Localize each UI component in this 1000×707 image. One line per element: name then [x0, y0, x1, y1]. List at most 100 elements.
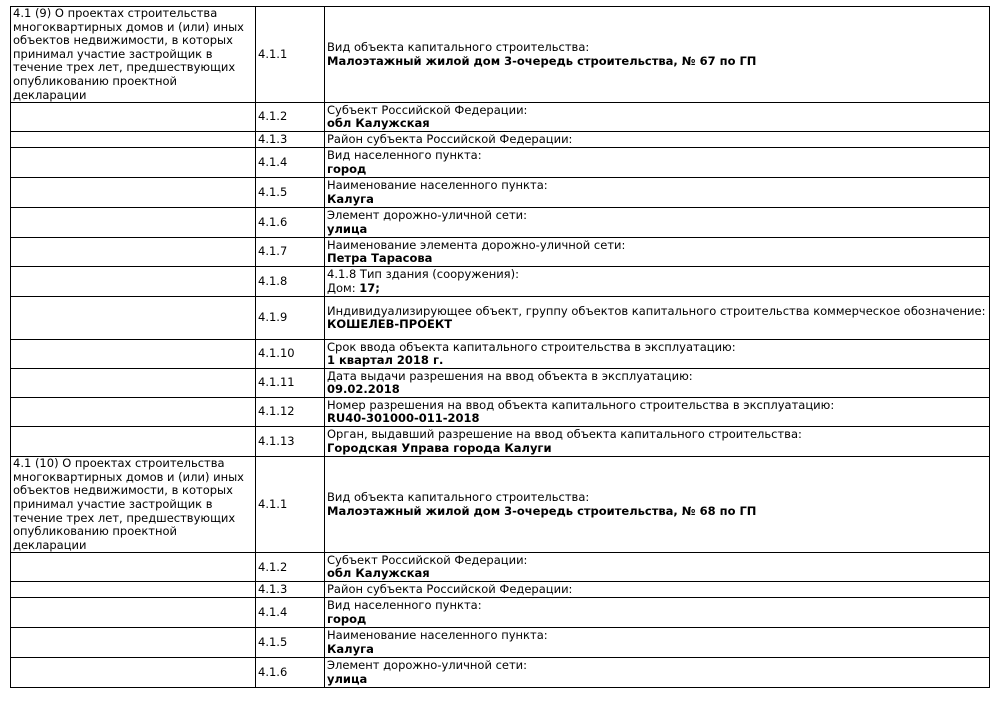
item-content: Наименование населенного пункта: Калуга — [324, 177, 990, 209]
item-content: Срок ввода объекта капитального строител… — [324, 339, 990, 370]
item-content: Субъект Российской Федерации: обл Калужск… — [324, 552, 990, 583]
table-row: 4.1 (10) О проектах строительства многок… — [10, 456, 990, 554]
table-row: 4.1.13 Орган, выдавший разрешение на ввод… — [10, 426, 990, 458]
item-value: 17; — [359, 280, 380, 295]
item-label: Номер разрешения на ввод объекта капитал… — [327, 397, 835, 412]
section-title-cell-empty — [10, 597, 256, 629]
item-number: 4.1.1 — [255, 5, 325, 104]
item-number: 4.1.5 — [255, 627, 325, 659]
item-number: 4.1.8 — [255, 266, 325, 298]
item-content: Наименование населенного пункта: Калуга — [324, 627, 990, 659]
section-title-cell-empty — [10, 339, 256, 370]
item-label: Район субъекта Российской Федерации: — [327, 131, 573, 146]
table-row: 4.1.6 Элемент дорожно-уличной сети: улица — [10, 657, 990, 689]
item-number: 4.1.13 — [255, 426, 325, 458]
table-row: 4.1 (9) О проектах строительства многокв… — [10, 5, 990, 104]
item-label: Орган, выдавший разрешение на ввод объек… — [327, 427, 802, 442]
table-row: 4.1.4 Вид населенного пункта: город — [10, 147, 990, 179]
item-value: Городская Управа города Калуги — [327, 440, 552, 455]
table-row: 4.1.8 4.1.8 Тип здания (сооружения): Дом: … — [10, 266, 990, 298]
table-row: 4.1.3 Район субъекта Российской Федерации… — [10, 581, 990, 599]
item-content: Вид населенного пункта: город — [324, 597, 990, 629]
section-title-cell-empty — [10, 581, 256, 599]
item-value-prefix: Дом: — [327, 280, 360, 295]
item-content: Район субъекта Российской Федерации: — [324, 581, 990, 599]
section-title-cell-empty — [10, 131, 256, 149]
section-title-cell-empty — [10, 368, 256, 399]
section-title-cell-empty — [10, 627, 256, 659]
item-number: 4.1.4 — [255, 147, 325, 179]
item-number: 4.1.6 — [255, 207, 325, 239]
item-value: город — [327, 161, 367, 176]
item-label: Вид населенного пункта: — [327, 598, 482, 613]
item-number: 4.1.5 — [255, 177, 325, 209]
item-content: Район субъекта Российской Федерации: — [324, 131, 990, 149]
section-title-cell-empty — [10, 266, 256, 298]
item-content: Дата выдачи разрешения на ввод объекта в… — [324, 368, 990, 399]
table-row: 4.1.3 Район субъекта Российской Федерации… — [10, 131, 990, 149]
item-label: Элемент дорожно-уличной сети: — [327, 208, 528, 223]
section-title-cell: 4.1 (10) О проектах строительства многок… — [10, 456, 256, 554]
item-content: 4.1.8 Тип здания (сооружения): Дом: 17; — [324, 266, 990, 298]
section-title-cell: 4.1 (9) О проектах строительства многокв… — [10, 5, 256, 104]
item-label: 4.1.8 Тип здания (сооружения): — [327, 267, 519, 282]
item-number: 4.1.4 — [255, 597, 325, 629]
item-value: Калуга — [327, 191, 374, 206]
item-value: улица — [327, 221, 368, 236]
item-label: Срок ввода объекта капитального строител… — [327, 339, 736, 354]
item-number: 4.1.11 — [255, 368, 325, 399]
item-label: Субъект Российской Федерации: — [327, 552, 528, 567]
item-value: 1 квартал 2018 г. — [327, 353, 444, 368]
item-number: 4.1.2 — [255, 552, 325, 583]
table-row: 4.1.2 Субъект Российской Федерации: обл Ка… — [10, 102, 990, 133]
item-label: Субъект Российской Федерации: — [327, 102, 528, 117]
section-title-cell-empty — [10, 147, 256, 179]
section-title-cell-empty — [10, 552, 256, 583]
item-value: КОШЕЛЕВ-ПРОЕКТ — [327, 317, 453, 332]
item-value: Малоэтажный жилой дом 3-очередь строител… — [327, 53, 757, 68]
item-number: 4.1.7 — [255, 237, 325, 268]
item-value: обл Калужская — [327, 566, 430, 581]
item-label: Наименование населенного пункта: — [327, 178, 548, 193]
item-label: Вид объекта капитального строительства: — [327, 490, 590, 505]
item-content: Вид объекта капитального строительства: М… — [324, 456, 990, 554]
item-number: 4.1.2 — [255, 102, 325, 133]
item-value: 09.02.2018 — [327, 382, 400, 397]
section-title-cell-empty — [10, 102, 256, 133]
table-row: 4.1.10 Срок ввода объекта капитального ст… — [10, 339, 990, 370]
item-value: Петра Тарасова — [327, 251, 433, 266]
table-row: 4.1.9 Индивидуализирующее объект, группу … — [10, 296, 990, 341]
item-value: обл Калужская — [327, 116, 430, 131]
table-row: 4.1.2 Субъект Российской Федерации: обл Ка… — [10, 552, 990, 583]
item-label: Наименование элемента дорожно-уличной се… — [327, 237, 626, 252]
section-title-cell-empty — [10, 296, 256, 341]
section-title-cell-empty — [10, 177, 256, 209]
project-declaration-table: 4.1 (9) О проектах строительства многокв… — [10, 5, 990, 689]
item-content: Индивидуализирующее объект, группу объек… — [324, 296, 990, 341]
item-label: Наименование населенного пункта: — [327, 628, 548, 643]
section-title-cell-empty — [10, 237, 256, 268]
item-number: 4.1.12 — [255, 397, 325, 428]
table-row: 4.1.5 Наименование населенного пункта: Кал… — [10, 177, 990, 209]
item-content: Субъект Российской Федерации: обл Калужск… — [324, 102, 990, 133]
item-number: 4.1.9 — [255, 296, 325, 341]
item-label: Дата выдачи разрешения на ввод объекта в… — [327, 368, 693, 383]
table-row: 4.1.11 Дата выдачи разрешения на ввод объ… — [10, 368, 990, 399]
section-title-cell-empty — [10, 426, 256, 458]
item-content: Наименование элемента дорожно-уличной се… — [324, 237, 990, 268]
item-label: Вид объекта капитального строительства: — [327, 39, 590, 54]
item-number: 4.1.1 — [255, 456, 325, 554]
table-row: 4.1.5 Наименование населенного пункта: Кал… — [10, 627, 990, 659]
table-row: 4.1.7 Наименование элемента дорожно-уличн… — [10, 237, 990, 268]
item-value: RU40-301000-011-2018 — [327, 411, 480, 426]
section-title-cell-empty — [10, 207, 256, 239]
item-value: Калуга — [327, 641, 374, 656]
item-label: Вид населенного пункта: — [327, 148, 482, 163]
item-content: Вид населенного пункта: город — [324, 147, 990, 179]
item-number: 4.1.10 — [255, 339, 325, 370]
table-row: 4.1.6 Элемент дорожно-уличной сети: улица — [10, 207, 990, 239]
item-number: 4.1.3 — [255, 581, 325, 599]
item-value: Малоэтажный жилой дом 3-очередь строител… — [327, 503, 757, 518]
section-title-cell-empty — [10, 657, 256, 689]
section-title-cell-empty — [10, 397, 256, 428]
